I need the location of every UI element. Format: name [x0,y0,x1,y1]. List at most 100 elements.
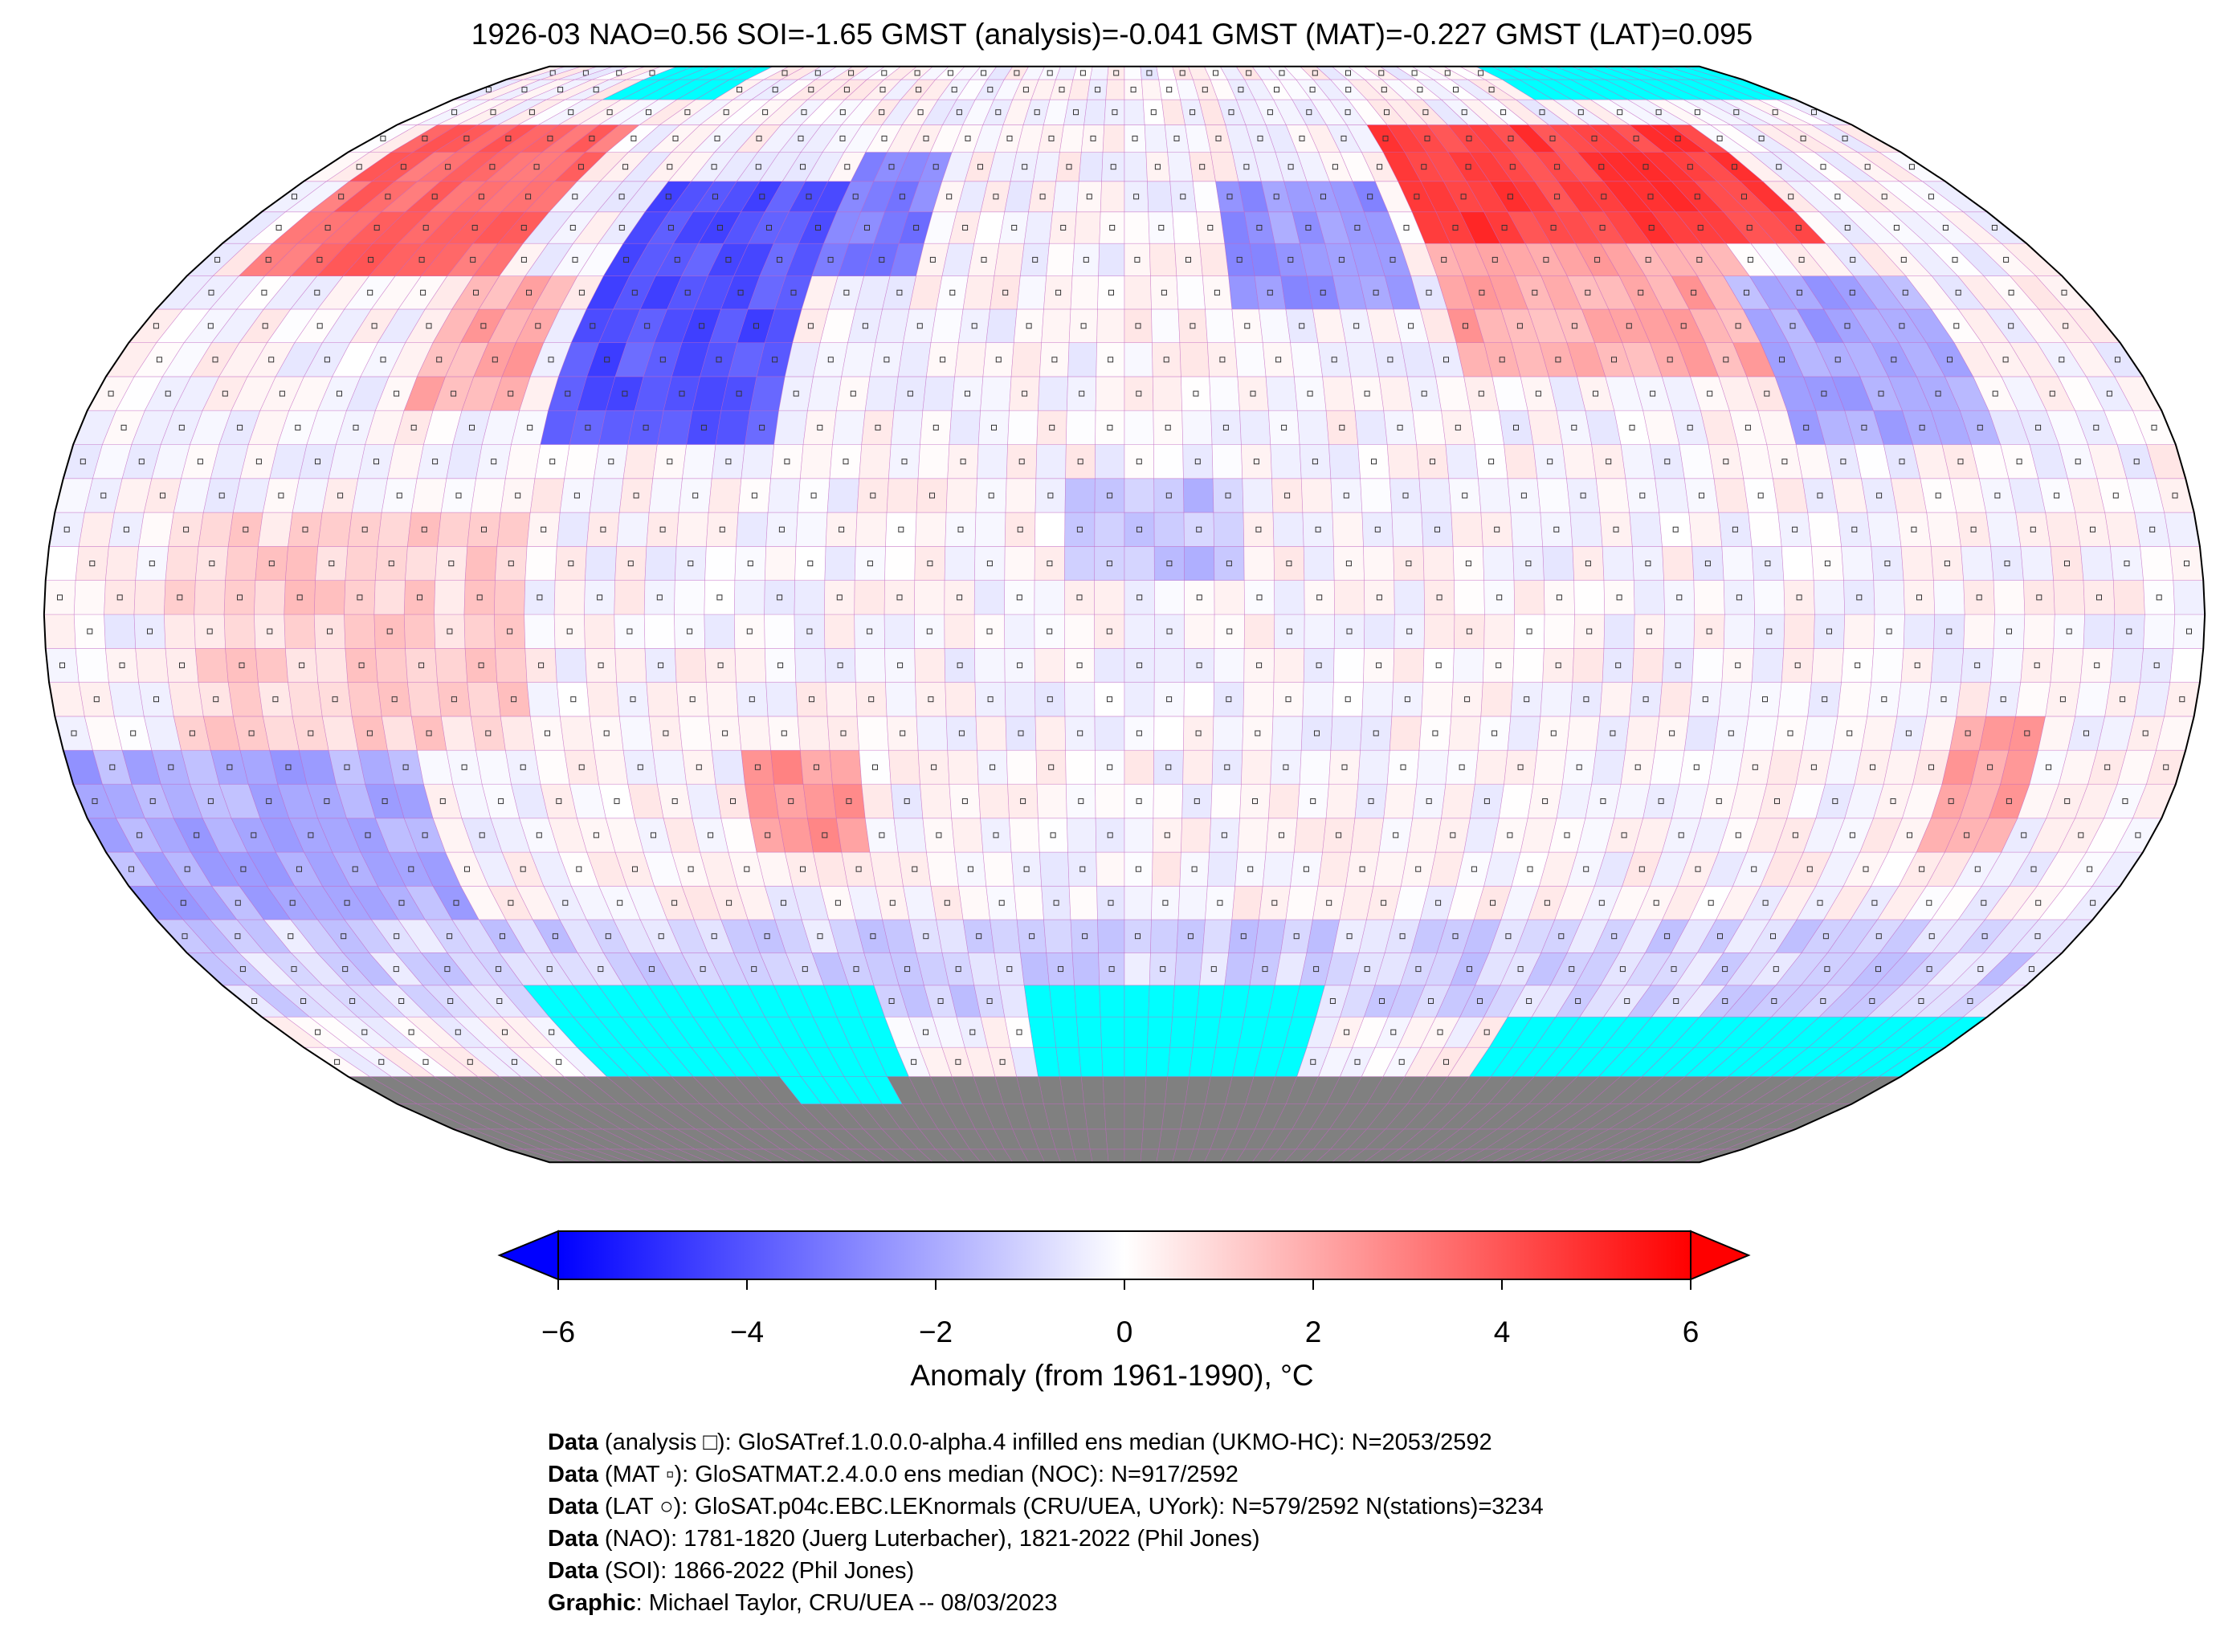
analysis-marker [365,832,371,838]
analysis-marker [1459,764,1465,770]
analysis-marker [496,998,503,1004]
analysis-marker [998,899,1005,906]
colorbar [497,1230,1751,1290]
analysis-marker [296,866,302,872]
credit-text: (SOI): 1866-2022 (Phil Jones) [598,1558,915,1584]
analysis-marker [1023,866,1030,872]
analysis-marker [781,899,786,906]
analysis-marker [904,798,910,805]
analysis-marker [1544,899,1550,906]
analysis-marker [1948,798,1954,805]
analysis-marker [408,866,414,872]
colorbar-tick-label: −2 [918,1315,953,1348]
analysis-marker [2035,899,2042,906]
analysis-marker [1832,798,1838,805]
analysis-marker [1964,832,1970,838]
analysis-marker [1708,899,1714,906]
analysis-marker [352,866,358,872]
credit-line: Data (analysis □): GloSATref.1.0.0.0-alp… [548,1426,1544,1458]
analysis-marker [439,798,446,805]
analysis-marker [879,832,885,838]
analysis-marker [1303,866,1309,872]
analysis-marker [285,764,292,770]
analysis-marker [1673,998,1679,1004]
analysis-marker [1507,832,1513,838]
analysis-marker [467,1059,473,1065]
analysis-marker [688,866,694,872]
analysis-marker [912,866,918,872]
analysis-marker [617,899,623,906]
analysis-marker [788,798,794,805]
analysis-marker [1346,933,1353,940]
analysis-marker [1869,998,1875,1004]
analysis-marker [361,1029,368,1035]
analysis-marker [235,899,241,906]
analysis-marker [1981,933,1988,940]
analysis-marker [1210,966,1217,973]
analysis-marker [817,933,823,940]
analysis-marker [1907,832,1912,838]
analysis-marker [1638,866,1645,872]
analysis-marker [1600,798,1606,805]
analysis-marker [904,966,911,973]
credit-label: Data [548,1462,598,1487]
analysis-marker [464,866,470,872]
analysis-marker [289,899,296,906]
colorbar-tick-label: 6 [1682,1315,1700,1348]
colorbar-gradient [557,1230,1691,1280]
analysis-marker [398,899,405,906]
analysis-marker [931,764,937,770]
analysis-marker [1390,1029,1397,1035]
analysis-marker [556,1059,562,1065]
analysis-marker [1240,933,1247,940]
analysis-marker [1293,933,1300,940]
analysis-marker [498,798,504,805]
analysis-marker [1326,899,1332,906]
colorbar-tick-label: 0 [1116,1315,1133,1348]
analysis-marker [1695,866,1701,872]
analysis-marker [1016,1029,1022,1035]
credit-text: (LAT ○): GloSAT.p04c.EBC.LEKnormals (CRU… [598,1494,1544,1519]
analysis-marker [614,798,620,805]
analysis-marker [1542,798,1549,805]
colorbar-tick-label: −4 [729,1315,765,1348]
analysis-marker [1919,866,1925,872]
analysis-marker [1717,933,1723,940]
analysis-marker [1336,832,1342,838]
analysis-marker [2028,966,2034,973]
analysis-marker [1082,933,1088,940]
analysis-marker [711,933,717,940]
credit-line: Data (MAT ▫): GloSATMAT.2.4.0.0 ens medi… [548,1458,1544,1491]
analysis-marker [520,764,526,770]
analysis-marker [2122,798,2128,805]
analysis-marker [1558,933,1565,940]
analysis-marker [1398,1059,1405,1065]
analysis-marker [1450,832,1456,838]
analysis-marker [1415,866,1422,872]
analysis-marker [1329,998,1336,1004]
analysis-marker [2135,832,2141,838]
analysis-marker [1977,966,1984,973]
credit-line: Graphic: Michael Taylor, CRU/UEA -- 08/0… [548,1587,1544,1619]
analysis-marker [1341,764,1348,770]
analysis-marker [1136,798,1142,805]
analysis-marker [251,832,257,838]
analysis-marker [1751,866,1757,872]
analysis-marker [658,933,664,940]
analysis-marker [1658,798,1664,805]
analysis-marker [1364,966,1370,973]
data-credits: Data (analysis □): GloSATref.1.0.0.0-alp… [548,1426,1544,1619]
credit-text: (MAT ▫): GloSATMAT.2.4.0.0 ens median (N… [598,1462,1239,1487]
analysis-marker [378,1059,385,1065]
credit-label: Data [548,1430,598,1455]
analysis-marker [911,1059,917,1065]
analysis-marker [235,933,241,940]
analysis-marker [1224,764,1230,770]
analysis-marker [708,832,714,838]
analysis-marker [2064,798,2071,805]
analysis-marker [1053,899,1059,906]
analysis-marker [1437,1029,1443,1035]
analysis-marker [1020,798,1026,805]
analysis-marker [1247,866,1254,872]
analysis-marker [671,798,678,805]
